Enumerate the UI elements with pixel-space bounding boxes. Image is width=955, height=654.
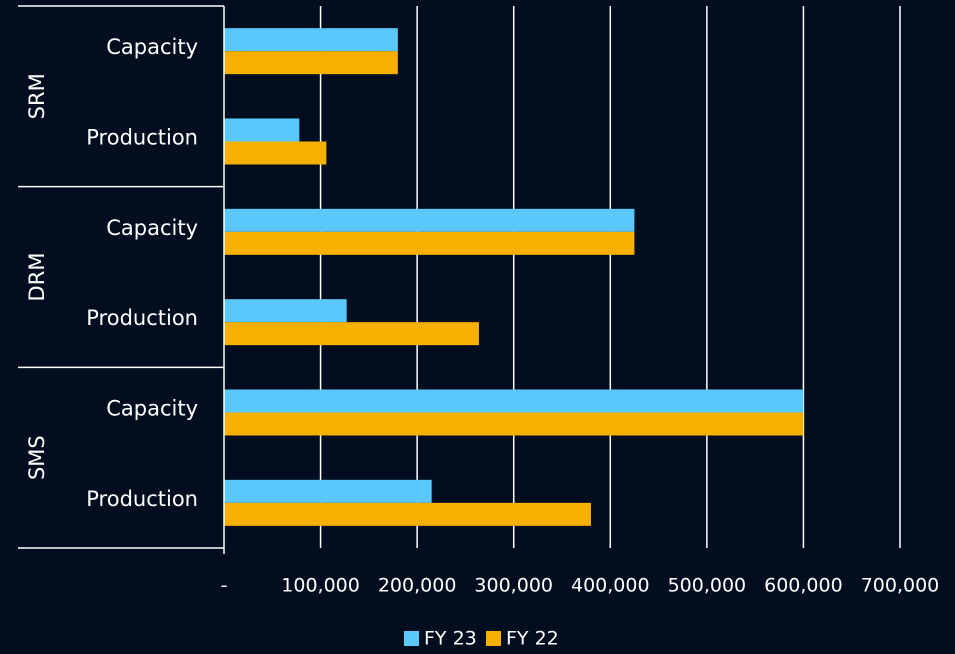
x-tick-label: 400,000	[571, 575, 650, 597]
gridlines	[319, 6, 901, 548]
bar	[224, 322, 479, 346]
y-axis-labels: Capacity Production Capacity Production Capa…	[25, 35, 198, 511]
x-tick-label: 300,000	[474, 575, 553, 597]
group-label: SMS	[25, 435, 49, 480]
legend-label: FY 22	[506, 628, 559, 650]
group-label: DRM	[25, 253, 49, 302]
bar	[224, 299, 347, 323]
legend-swatch	[486, 631, 501, 646]
category-label: Production	[86, 126, 198, 150]
bar	[224, 389, 804, 413]
x-axis-tick-labels: - 100,000 200,000 300,000 400,000 500,000 600,…	[221, 575, 940, 597]
bar	[224, 51, 398, 75]
bar	[224, 502, 591, 526]
x-tick-label: 600,000	[764, 575, 843, 597]
bar	[224, 28, 398, 52]
x-tick-label: 200,000	[378, 575, 457, 597]
bar	[224, 208, 635, 232]
bar	[224, 479, 432, 503]
bars	[224, 28, 804, 526]
legend-swatch	[404, 631, 419, 646]
category-label: Production	[86, 487, 198, 511]
legend-label: FY 23	[424, 628, 477, 650]
group-label: SRM	[25, 73, 49, 119]
bar	[224, 231, 635, 255]
bar	[224, 141, 327, 165]
category-label: Capacity	[106, 216, 198, 240]
bar	[224, 118, 300, 142]
axes	[18, 5, 225, 554]
x-tick-label: -	[221, 575, 228, 597]
category-label: Capacity	[106, 35, 198, 59]
legend: FY 23 FY 22	[404, 628, 559, 650]
bar	[224, 412, 804, 436]
x-tick-label: 500,000	[668, 575, 747, 597]
x-tick-label: 100,000	[281, 575, 360, 597]
category-label: Capacity	[106, 397, 198, 421]
category-label: Production	[86, 306, 198, 330]
x-tick-label: 700,000	[861, 575, 940, 597]
